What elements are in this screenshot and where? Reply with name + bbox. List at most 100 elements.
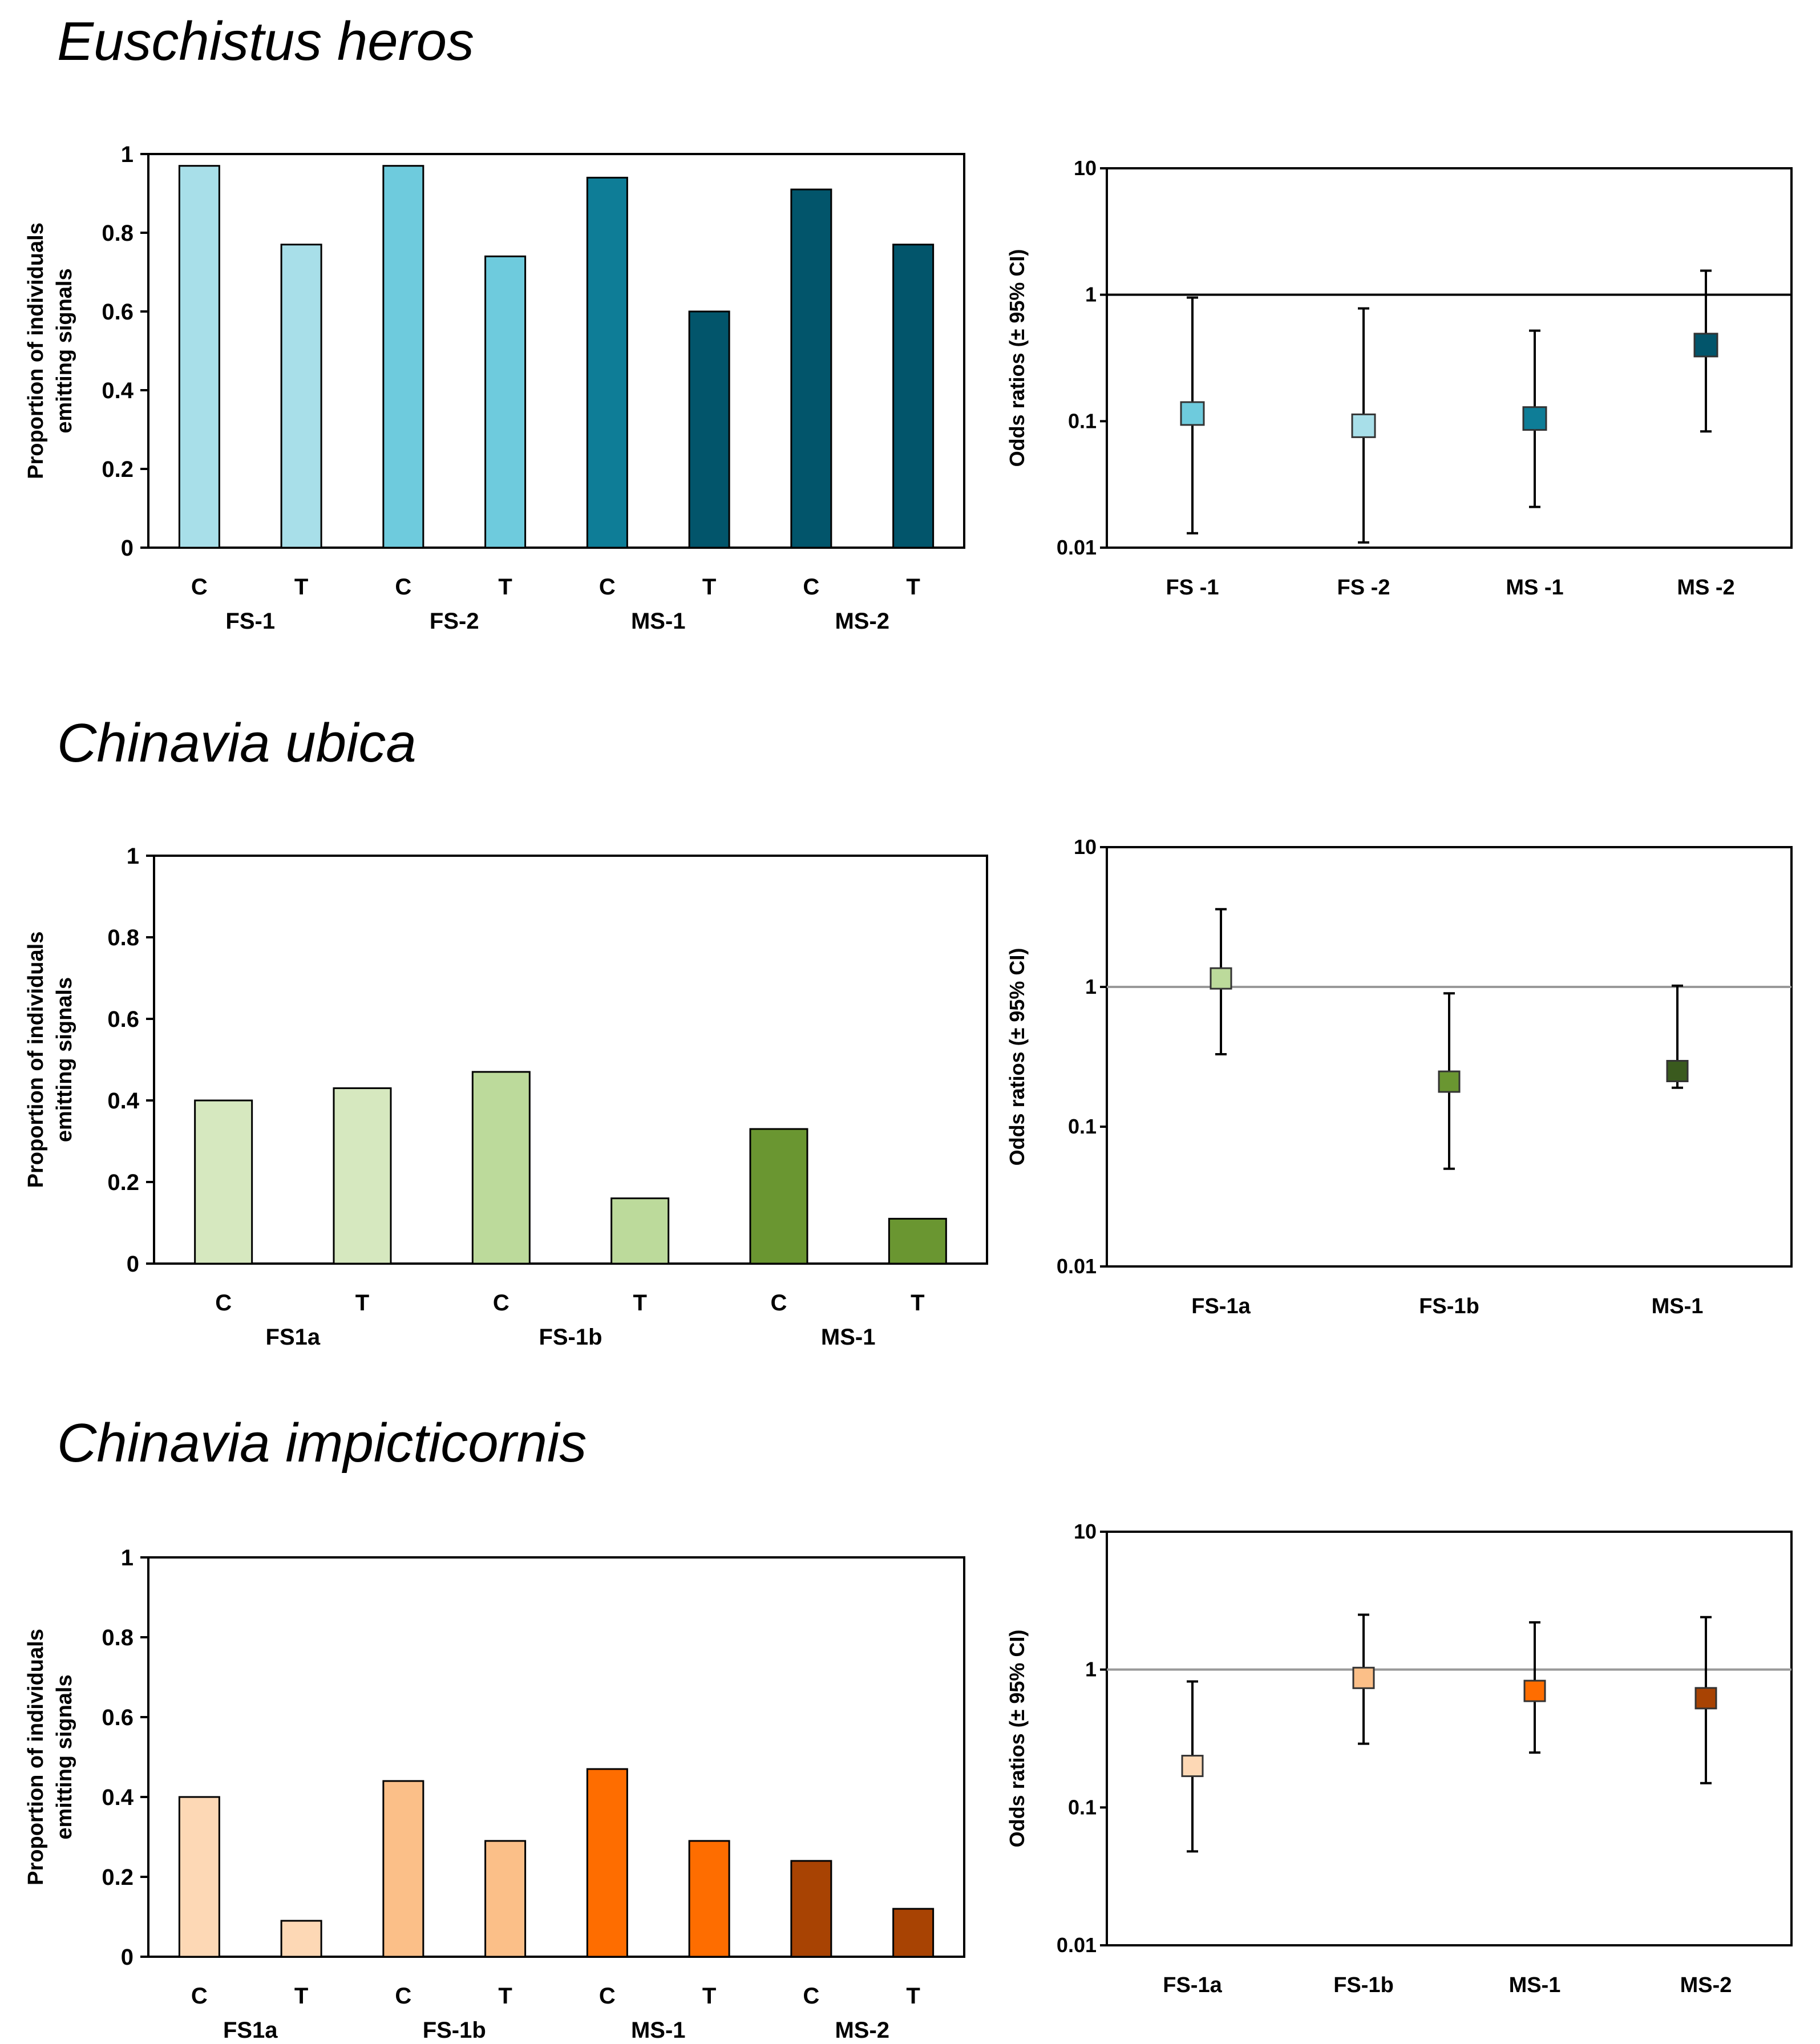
- x-tick-label: C: [191, 574, 208, 600]
- bar: [688, 1840, 730, 1958]
- x-tick-label: FS-1a: [1191, 1294, 1251, 1318]
- x-tick-label: C: [395, 1984, 411, 2009]
- bar: [333, 1087, 392, 1265]
- group-label: MS-1: [821, 1325, 876, 1350]
- bar-chart-chinavia-ubica: 0 0.2 0.4 0.6 0.8 1 C T C T C T FS1a FS-1b MS-1 Proport…: [24, 844, 988, 1350]
- y-axis-label-line-1: Proportion of individuals: [24, 1629, 48, 1885]
- y-tick-label: 0.4: [107, 1088, 139, 1114]
- y-tick-label: 0: [121, 536, 134, 561]
- y-axis-label: Odds ratios (± 95% CI): [1005, 1630, 1029, 1848]
- odds-ratio-chart-euschistus-heros: 10 1 0.1 0.01 FS -1 FS -2 MS -1 MS -2 Odds ratio…: [1005, 156, 1793, 600]
- y-tick-label: 0.8: [102, 1625, 134, 1650]
- x-tick-label: C: [215, 1290, 232, 1316]
- x-tick-label: C: [191, 1984, 208, 2009]
- x-tick-label: T: [294, 574, 308, 600]
- y-tick-label: 0.1: [1068, 1795, 1097, 1819]
- y-axis-label-line-1: Proportion of individuals: [24, 222, 48, 479]
- group-label: MS-1: [631, 609, 686, 634]
- y-axis-label: Odds ratios (± 95% CI): [1005, 948, 1029, 1166]
- bar: [194, 1099, 253, 1265]
- bar: [892, 1908, 935, 1958]
- x-tick-label: FS-1b: [1419, 1294, 1479, 1318]
- x-tick-label: FS -1: [1166, 576, 1219, 600]
- odds-ratio-point: [1180, 401, 1205, 426]
- odds-ratio-chart-chinavia-ubica: 10 1 0.1 0.01 FS-1a FS-1b MS-1 Odds ratios (± 9…: [1005, 835, 1793, 1318]
- bar-chart-euschistus-heros: 0 0.2 0.4 0.6 0.8 1 C T C T C T C T FS-1 FS-2 MS-1 MS-2 Pr…: [24, 142, 965, 634]
- bar: [888, 1217, 947, 1265]
- y-tick-label: 0.2: [102, 457, 134, 482]
- y-tick-label: 0.01: [1057, 536, 1097, 559]
- plot-frame: [153, 855, 988, 1265]
- y-tick-label: 0.01: [1057, 1933, 1097, 1957]
- x-tick-label: MS -1: [1506, 576, 1563, 600]
- x-tick-label: C: [803, 574, 819, 600]
- x-tick-label: C: [803, 1984, 819, 2009]
- y-tick-label: 0: [121, 1945, 134, 1970]
- x-tick-label: C: [599, 1984, 616, 2009]
- odds-ratio-point: [1181, 1755, 1204, 1778]
- x-tick-label: MS-1: [1652, 1294, 1704, 1318]
- x-tick-label: T: [906, 1984, 920, 2009]
- x-tick-label: FS-1a: [1163, 1973, 1222, 1997]
- x-tick-label: C: [493, 1290, 509, 1316]
- bar: [749, 1128, 808, 1265]
- x-tick-label: C: [395, 574, 411, 600]
- bar: [471, 1071, 531, 1265]
- bar: [280, 1920, 322, 1958]
- bar: [178, 165, 220, 549]
- y-axis-label-line-2: emitting signals: [52, 977, 76, 1142]
- odds-ratio-point: [1210, 967, 1232, 990]
- bar: [280, 244, 322, 549]
- x-tick-label: T: [702, 574, 716, 600]
- odds-ratio-point: [1438, 1070, 1461, 1093]
- x-tick-label: T: [355, 1290, 369, 1316]
- y-tick-label: 10: [1074, 156, 1097, 180]
- x-tick-label: C: [771, 1290, 787, 1316]
- plot-frame: [1106, 1531, 1793, 1946]
- y-tick-label: 0.6: [102, 299, 134, 325]
- bar: [382, 165, 424, 549]
- group-label: FS1a: [266, 1325, 321, 1350]
- x-tick-label: FS-1b: [1333, 1973, 1394, 1997]
- bar: [178, 1796, 220, 1958]
- odds-ratio-point: [1523, 1679, 1546, 1702]
- y-tick-label: 0.1: [1068, 1115, 1097, 1138]
- y-tick-label: 0.6: [107, 1007, 139, 1032]
- group-label: MS-2: [835, 2018, 889, 2043]
- y-tick-label: 1: [1085, 283, 1097, 306]
- bar: [484, 255, 527, 549]
- y-tick-label: 0.8: [102, 221, 134, 246]
- species-title-chinavia-impicticornis: Chinavia impicticornis: [57, 1412, 587, 1474]
- y-axis-label-line-1: Proportion of individuals: [24, 932, 48, 1188]
- odds-ratio-point: [1352, 1666, 1375, 1689]
- plot-frame: [147, 153, 965, 549]
- species-title-euschistus-heros: Euschistus heros: [57, 11, 475, 72]
- bar: [586, 176, 628, 549]
- bar: [790, 1860, 832, 1958]
- odds-ratio-point: [1522, 406, 1547, 431]
- y-tick-label: 10: [1074, 835, 1097, 859]
- y-tick-label: 0.2: [107, 1170, 139, 1195]
- x-tick-label: T: [702, 1984, 716, 2009]
- bar: [610, 1197, 670, 1265]
- x-tick-label: C: [599, 574, 616, 600]
- x-tick-label: MS-2: [1680, 1973, 1732, 1997]
- x-tick-label: T: [906, 574, 920, 600]
- y-tick-label: 0.8: [107, 925, 139, 950]
- y-tick-label: 0.1: [1068, 409, 1097, 432]
- y-tick-label: 0.2: [102, 1865, 134, 1890]
- x-tick-label: FS -2: [1337, 576, 1390, 600]
- group-label: FS1a: [223, 2018, 278, 2043]
- group-label: MS-2: [835, 609, 889, 634]
- y-tick-label: 1: [127, 844, 139, 869]
- group-label: MS-1: [631, 2018, 686, 2043]
- group-label: FS-2: [430, 609, 479, 634]
- odds-ratio-point: [1694, 1687, 1717, 1710]
- y-tick-label: 0.4: [102, 378, 134, 403]
- y-axis-label-line-2: emitting signals: [52, 1674, 76, 1839]
- odds-ratio-chart-chinavia-impicticornis: 10 1 0.1 0.01 FS-1a FS-1b MS-1 MS-2 Odds ratios …: [1005, 1520, 1793, 1997]
- bar: [382, 1780, 424, 1958]
- x-tick-label: T: [911, 1290, 924, 1316]
- group-label: FS-1: [225, 609, 275, 634]
- y-tick-label: 1: [1085, 975, 1097, 998]
